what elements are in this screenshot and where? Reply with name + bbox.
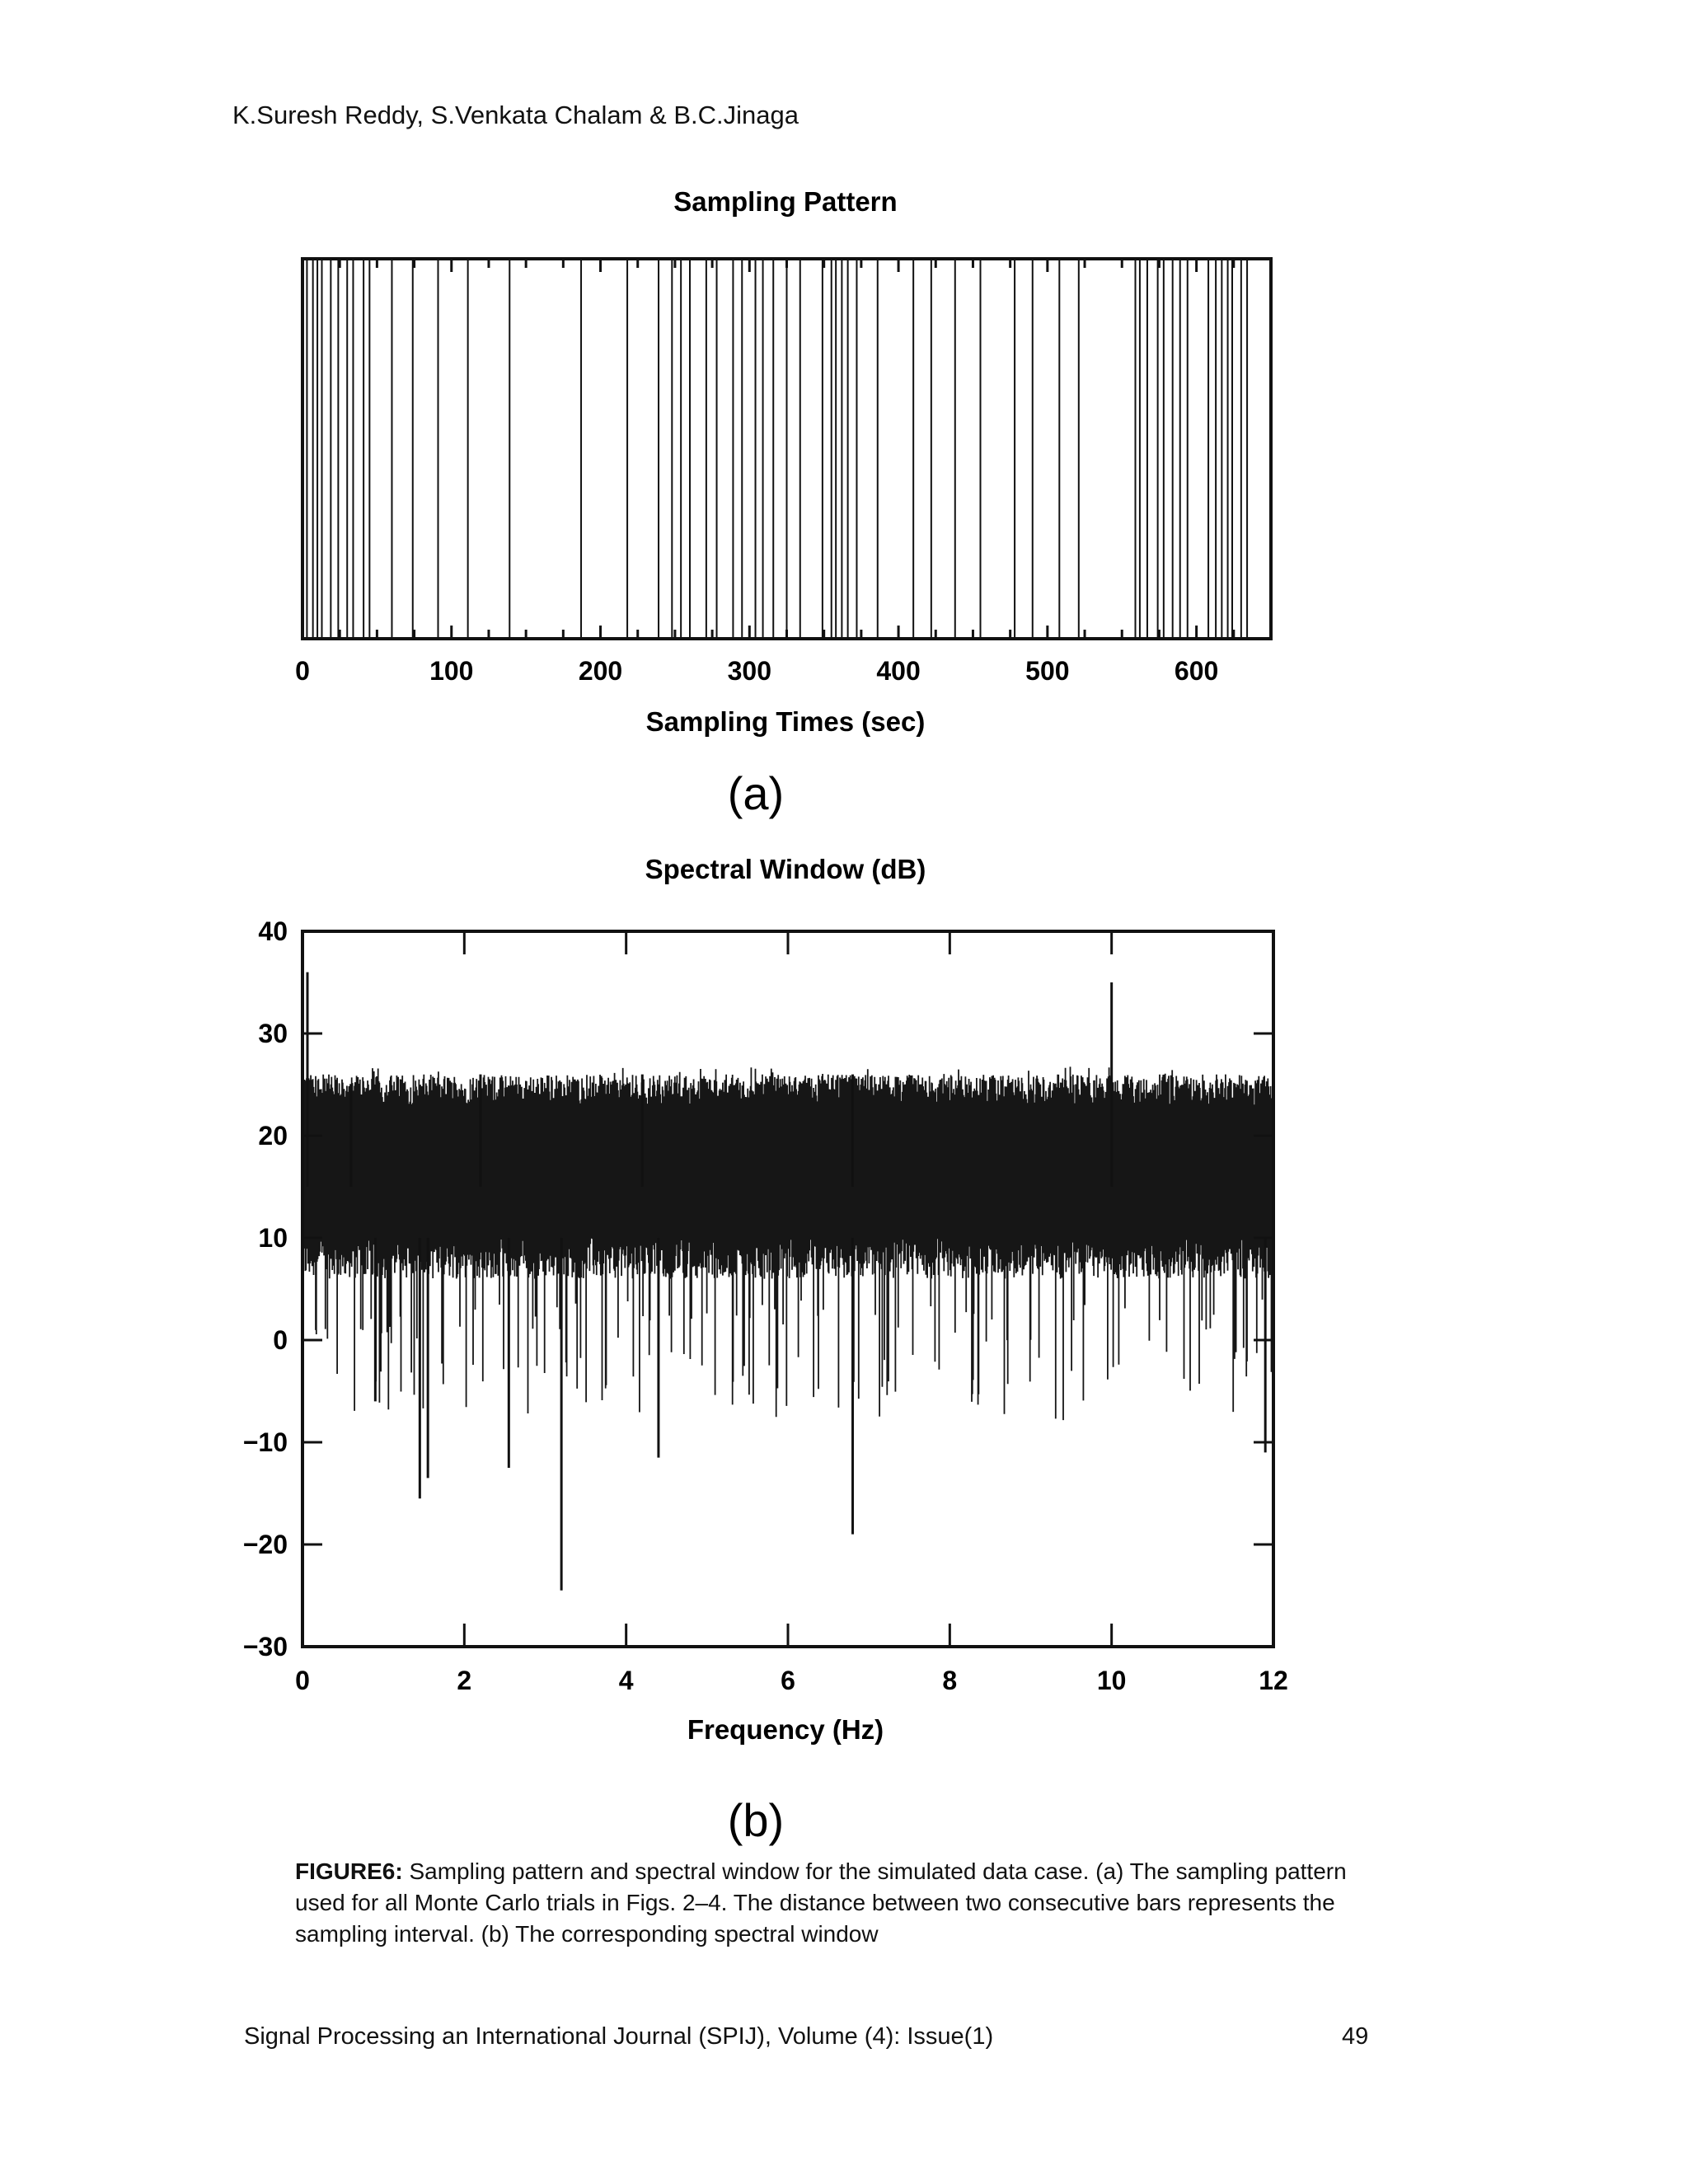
panel-label-a: (a) <box>728 767 784 819</box>
spectral-window-chart: Spectral Window (dB) 0 2 4 6 8 10 12 −30 −20 −10 0… <box>243 854 1288 1846</box>
x-tick-label: 200 <box>579 656 622 686</box>
y-tick-label: 30 <box>258 1019 288 1048</box>
figure-b: Spectral Window (dB) 0 2 4 6 8 10 12 −30 −20 −10 0… <box>0 849 1688 1871</box>
x-tick-label: 4 <box>619 1666 634 1695</box>
sampling-pattern-chart: Sampling Pattern 0 100 200 300 400 500 600 Sam… <box>295 186 1273 819</box>
x-axis-label: Frequency (Hz) <box>687 1714 884 1745</box>
chart-title: Spectral Window (dB) <box>645 854 926 884</box>
panel-label-b: (b) <box>728 1794 784 1846</box>
chart-title: Sampling Pattern <box>673 186 897 217</box>
caption-text: Sampling pattern and spectral window for… <box>295 1858 1347 1947</box>
y-tick-label: 20 <box>258 1121 288 1151</box>
x-tick-label: 2 <box>457 1666 471 1695</box>
y-tick-label: −10 <box>243 1427 288 1457</box>
figure-caption: FIGURE6: Sampling pattern and spectral w… <box>295 1856 1367 1950</box>
page-number: 49 <box>1342 2023 1369 2050</box>
y-tick-label: −20 <box>243 1530 288 1559</box>
figure-a: Sampling Pattern 0 100 200 300 400 500 600 Sam… <box>0 173 1688 832</box>
x-tick-label: 400 <box>876 656 920 686</box>
x-tick-label: 0 <box>295 1666 310 1695</box>
spectrum-dense-band <box>304 1125 1272 1218</box>
x-tick-label: 8 <box>942 1666 957 1695</box>
y-tick-label: −30 <box>243 1632 288 1661</box>
footer-journal: Signal Processing an International Journ… <box>244 2023 994 2050</box>
x-axis-label: Sampling Times (sec) <box>646 706 926 737</box>
x-tick-label: 6 <box>781 1666 795 1695</box>
x-tick-label: 300 <box>728 656 771 686</box>
plot-frame <box>301 930 1275 1648</box>
running-header: K.Suresh Reddy, S.Venkata Chalam & B.C.J… <box>232 101 799 129</box>
y-tick-label: 40 <box>258 916 288 946</box>
x-tick-label: 0 <box>295 656 310 686</box>
x-tick-label: 500 <box>1025 656 1069 686</box>
y-tick-label: 0 <box>273 1325 288 1355</box>
x-tick-label: 100 <box>429 656 473 686</box>
caption-label: FIGURE6: <box>295 1858 403 1884</box>
x-tick-label: 10 <box>1097 1666 1127 1695</box>
spectrum-trace <box>302 1066 1274 1421</box>
y-tick-label: 10 <box>258 1223 288 1253</box>
x-tick-label: 12 <box>1259 1666 1288 1695</box>
x-tick-label: 600 <box>1175 656 1218 686</box>
